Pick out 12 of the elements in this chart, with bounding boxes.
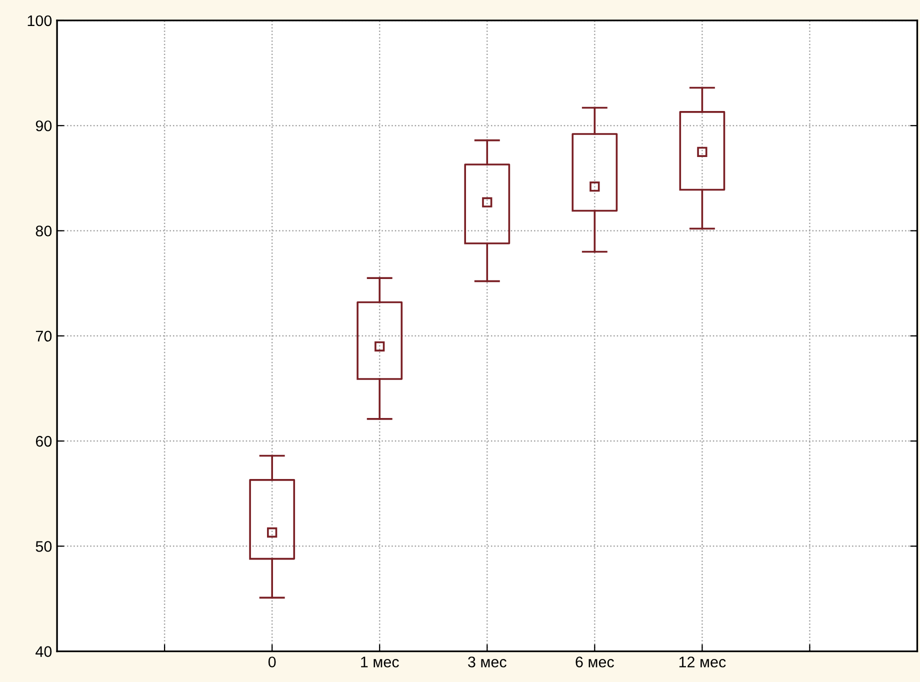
y-tick-label: 100	[28, 15, 52, 26]
x-tick-label: 3 мес	[468, 656, 506, 668]
y-tick-label: 80	[36, 226, 52, 236]
x-tick-label: 12 мес	[679, 656, 726, 668]
y-tick-label: 40	[36, 646, 52, 657]
y-tick-label: 50	[36, 541, 52, 552]
y-tick-label: 70	[36, 330, 52, 342]
x-tick-label: 1 мес	[361, 656, 399, 668]
y-tick-label: 90	[36, 120, 52, 132]
x-tick-label: 0	[268, 656, 276, 668]
x-tick-label: 6 мес	[576, 656, 614, 668]
y-tick-label: 60	[36, 436, 52, 447]
